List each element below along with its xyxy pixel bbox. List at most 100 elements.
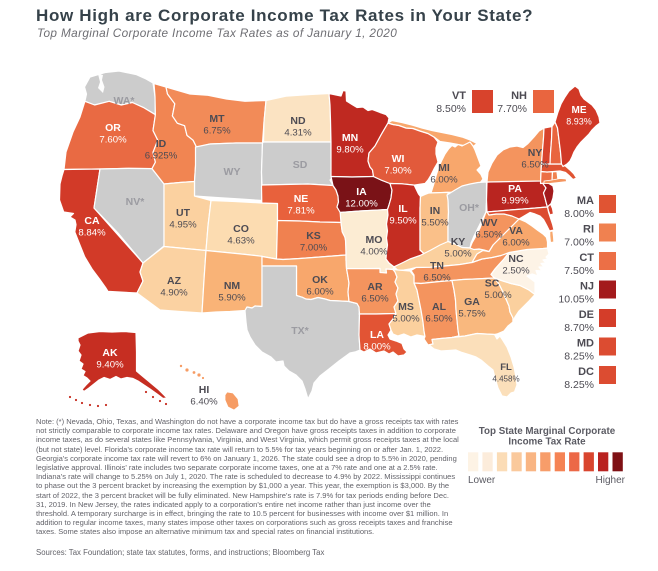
svg-text:6.925%: 6.925% — [145, 151, 178, 162]
svg-text:NY: NY — [528, 147, 543, 159]
svg-text:NJ: NJ — [580, 281, 594, 293]
svg-text:7.90%: 7.90% — [384, 166, 412, 177]
svg-text:ME: ME — [572, 105, 587, 116]
svg-text:8.00%: 8.00% — [564, 208, 594, 220]
svg-text:NC: NC — [508, 253, 524, 265]
svg-text:6.50%: 6.50% — [521, 160, 549, 171]
svg-text:NH: NH — [511, 90, 527, 102]
svg-text:ND: ND — [290, 115, 306, 127]
svg-text:8.50%: 8.50% — [436, 103, 466, 115]
svg-text:MT: MT — [209, 113, 225, 125]
svg-text:RI: RI — [583, 224, 594, 236]
svg-text:TN: TN — [430, 260, 444, 272]
svg-text:6.50%: 6.50% — [423, 273, 451, 284]
svg-text:VT: VT — [452, 90, 466, 102]
svg-text:KS: KS — [306, 230, 321, 242]
svg-text:2.50%: 2.50% — [502, 266, 530, 277]
svg-text:7.50%: 7.50% — [564, 265, 594, 277]
svg-text:GA: GA — [464, 296, 480, 308]
svg-text:HI: HI — [199, 384, 210, 396]
svg-text:Income Tax Rate: Income Tax Rate — [508, 437, 586, 448]
svg-text:MD: MD — [577, 338, 594, 350]
svg-text:WY: WY — [224, 166, 241, 178]
svg-text:7.81%: 7.81% — [287, 206, 315, 217]
svg-text:Top State Marginal Corporate: Top State Marginal Corporate — [479, 426, 616, 437]
svg-text:6.50%: 6.50% — [361, 294, 389, 305]
svg-text:KY: KY — [451, 236, 466, 248]
svg-text:ID: ID — [156, 138, 167, 150]
svg-text:5.00%: 5.00% — [444, 249, 472, 260]
svg-text:5.75%: 5.75% — [458, 309, 486, 320]
svg-text:CA: CA — [84, 215, 100, 227]
svg-text:10.05%: 10.05% — [558, 294, 594, 306]
svg-text:AR: AR — [367, 281, 383, 293]
svg-text:4.63%: 4.63% — [227, 236, 255, 247]
svg-text:8.25%: 8.25% — [564, 379, 594, 391]
svg-text:OR: OR — [105, 122, 121, 134]
svg-text:FL: FL — [500, 362, 512, 373]
svg-text:NV*: NV* — [126, 196, 146, 208]
svg-text:SD: SD — [293, 159, 308, 171]
svg-text:IN: IN — [430, 205, 441, 217]
svg-text:AK: AK — [102, 347, 118, 359]
svg-text:CT: CT — [579, 252, 594, 264]
svg-text:8.84%: 8.84% — [78, 228, 106, 239]
svg-text:NE: NE — [294, 193, 309, 205]
svg-text:CO: CO — [233, 223, 249, 235]
svg-text:4.00%: 4.00% — [360, 247, 388, 258]
svg-text:Higher: Higher — [596, 475, 626, 486]
svg-text:8.70%: 8.70% — [564, 322, 594, 334]
svg-text:6.75%: 6.75% — [203, 126, 231, 137]
svg-text:4.458%: 4.458% — [492, 375, 519, 384]
svg-text:6.40%: 6.40% — [190, 397, 218, 408]
svg-text:8.93%: 8.93% — [566, 117, 592, 127]
svg-text:6.00%: 6.00% — [306, 287, 334, 298]
svg-text:6.00%: 6.00% — [502, 238, 530, 249]
svg-text:MS: MS — [398, 301, 414, 313]
svg-text:WI: WI — [392, 153, 405, 165]
svg-text:WV: WV — [481, 217, 498, 229]
svg-text:5.00%: 5.00% — [392, 314, 420, 325]
svg-text:IA: IA — [356, 186, 367, 198]
svg-text:4.95%: 4.95% — [169, 220, 197, 231]
svg-text:Lower: Lower — [468, 475, 496, 486]
svg-text:7.00%: 7.00% — [564, 237, 594, 249]
svg-text:7.00%: 7.00% — [300, 243, 328, 254]
svg-text:MA: MA — [577, 195, 594, 207]
svg-text:OK: OK — [312, 274, 328, 286]
svg-text:DE: DE — [579, 309, 594, 321]
svg-text:TX*: TX* — [291, 325, 309, 337]
svg-text:9.40%: 9.40% — [96, 360, 124, 371]
svg-text:5.90%: 5.90% — [218, 293, 246, 304]
svg-text:IL: IL — [398, 203, 408, 215]
svg-text:AL: AL — [432, 301, 447, 313]
svg-text:9.99%: 9.99% — [501, 196, 529, 207]
svg-text:MN: MN — [342, 132, 358, 144]
svg-text:MI: MI — [438, 162, 450, 174]
svg-text:4.31%: 4.31% — [284, 128, 312, 139]
svg-text:PA: PA — [508, 183, 522, 195]
svg-text:5.50%: 5.50% — [421, 218, 449, 229]
svg-text:OH*: OH* — [459, 202, 480, 214]
svg-text:AZ: AZ — [167, 275, 182, 287]
svg-text:7.60%: 7.60% — [99, 135, 127, 146]
svg-text:VA: VA — [509, 225, 523, 237]
svg-text:6.00%: 6.00% — [430, 175, 458, 186]
svg-text:UT: UT — [176, 207, 191, 219]
svg-text:6.50%: 6.50% — [425, 314, 453, 325]
svg-text:8.00%: 8.00% — [363, 342, 391, 353]
svg-text:6.50%: 6.50% — [475, 230, 503, 241]
svg-text:4.90%: 4.90% — [160, 288, 188, 299]
svg-text:WA*: WA* — [114, 95, 136, 107]
svg-text:SC: SC — [485, 278, 500, 290]
svg-text:NM: NM — [224, 280, 241, 292]
svg-text:MO: MO — [366, 234, 383, 246]
svg-text:5.00%: 5.00% — [484, 290, 512, 301]
svg-text:12.00%: 12.00% — [345, 199, 378, 210]
svg-text:8.25%: 8.25% — [564, 351, 594, 363]
svg-text:LA: LA — [370, 329, 384, 341]
svg-text:9.80%: 9.80% — [336, 145, 364, 156]
svg-text:9.50%: 9.50% — [389, 216, 417, 227]
svg-text:DC: DC — [578, 366, 594, 378]
svg-text:7.70%: 7.70% — [497, 103, 527, 115]
